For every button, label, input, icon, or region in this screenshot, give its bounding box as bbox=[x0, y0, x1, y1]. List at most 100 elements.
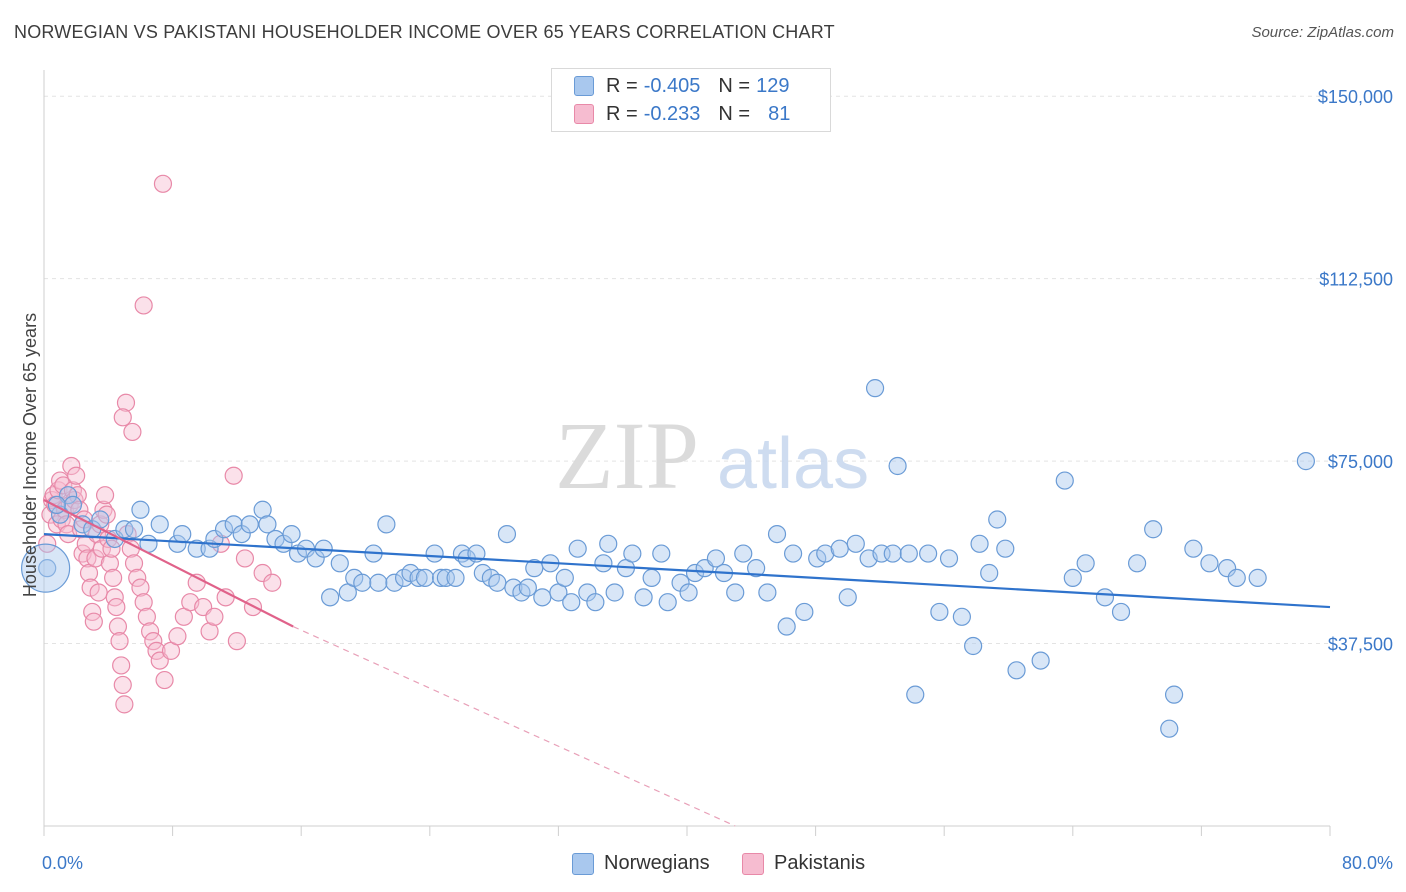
x-tick-labels: 0.0% 80.0% bbox=[42, 853, 1393, 873]
norwegians-point bbox=[679, 583, 698, 602]
pakistanis-point bbox=[128, 568, 147, 587]
pakistanis-point bbox=[140, 622, 160, 641]
pakistanis-point bbox=[41, 505, 60, 524]
series-legend: Norwegians Pakistanis bbox=[0, 850, 1406, 880]
watermark: ZIP atlas bbox=[555, 402, 869, 509]
watermark-zip: ZIP bbox=[555, 402, 699, 509]
norwegians-point bbox=[652, 544, 671, 563]
norwegians-point bbox=[446, 568, 465, 587]
norwegians-point bbox=[919, 544, 938, 563]
norwegians-point bbox=[952, 607, 971, 626]
pakistanis-point bbox=[235, 549, 255, 568]
norwegians-point bbox=[939, 549, 959, 568]
n-label: N = bbox=[718, 102, 751, 125]
pakistanis-point bbox=[124, 554, 144, 573]
pakistanis-point bbox=[134, 296, 153, 315]
norwegians-point bbox=[642, 568, 661, 587]
norwegians-point bbox=[409, 568, 428, 587]
n-label: N = bbox=[718, 74, 751, 97]
r-value: -0.405 bbox=[643, 74, 701, 97]
source-credit: Source: ZipAtlas.com bbox=[1251, 24, 1394, 41]
pakistanis-point bbox=[104, 568, 123, 587]
norwegians-point bbox=[1144, 520, 1163, 539]
norwegians-point bbox=[1127, 554, 1147, 573]
pakistanis-point bbox=[84, 612, 103, 631]
norwegians-point bbox=[1055, 471, 1074, 490]
pakistanis-trend-extension bbox=[292, 625, 736, 827]
pakistanis-point bbox=[155, 670, 174, 690]
norwegians-point bbox=[1248, 568, 1267, 587]
pakistanis-point bbox=[89, 583, 108, 602]
legend-item-pakistanis[interactable]: Pakistanis bbox=[742, 852, 865, 875]
norwegians-point bbox=[150, 515, 169, 534]
norwegians-point bbox=[706, 549, 726, 568]
norwegians-point bbox=[899, 544, 918, 563]
norwegians-point bbox=[425, 544, 444, 563]
norwegians-point bbox=[258, 515, 277, 534]
norwegians-point bbox=[1160, 719, 1179, 738]
norwegians-point bbox=[330, 554, 349, 573]
norwegians-point bbox=[1063, 568, 1082, 587]
pakistanis-point bbox=[131, 578, 150, 597]
norwegians-point bbox=[187, 539, 206, 558]
norwegians-point bbox=[562, 593, 581, 612]
norwegians-point bbox=[168, 534, 187, 553]
norwegians-point bbox=[533, 588, 552, 607]
norwegians-point bbox=[131, 500, 150, 519]
norwegians-point bbox=[980, 563, 999, 583]
norwegians-point bbox=[415, 568, 435, 587]
norwegians-point-large bbox=[21, 543, 71, 593]
norwegians-point bbox=[996, 539, 1015, 558]
pakistanis-trend-line bbox=[43, 499, 294, 628]
norwegians-point bbox=[1111, 602, 1131, 622]
legend-row-norwegians: R = -0.405 N = 129 bbox=[574, 72, 789, 100]
pakistanis-point bbox=[94, 500, 113, 519]
norwegians-point bbox=[431, 568, 451, 587]
pakistanis-point bbox=[68, 486, 87, 505]
r-label: R = bbox=[606, 102, 638, 125]
norwegians-point bbox=[970, 534, 989, 553]
y-tick-label: $37,500 bbox=[1328, 635, 1393, 655]
norwegians-point bbox=[658, 593, 677, 612]
legend-label-norwegians: Norwegians bbox=[604, 852, 710, 874]
pakistanis-point bbox=[95, 486, 115, 505]
norwegians-point bbox=[988, 510, 1007, 529]
pakistanis-point bbox=[100, 554, 120, 573]
norwegians-point bbox=[321, 588, 340, 607]
norwegians-point bbox=[1227, 568, 1246, 587]
pakistanis-point bbox=[115, 695, 134, 714]
norwegians-point bbox=[1076, 554, 1095, 573]
watermark-atlas: atlas bbox=[717, 424, 869, 504]
legend-item-norwegians[interactable]: Norwegians bbox=[572, 852, 710, 875]
norwegians-point bbox=[497, 524, 517, 544]
norwegians-point bbox=[747, 559, 766, 578]
legend-swatch-pakistanis bbox=[742, 852, 764, 875]
pakistanis-point bbox=[110, 632, 129, 651]
norwegians-point bbox=[1007, 661, 1026, 680]
pakistanis-point bbox=[153, 174, 173, 193]
x-tick-label: 0.0% bbox=[42, 853, 83, 873]
norwegians-point bbox=[594, 554, 613, 573]
correlation-legend: R = -0.405 N = 129 R = -0.233 N = 81 bbox=[551, 68, 831, 132]
norwegians-point bbox=[964, 636, 983, 656]
norwegians-point bbox=[906, 685, 925, 704]
r-value: -0.233 bbox=[643, 102, 701, 125]
pakistanis-point bbox=[224, 466, 243, 485]
pakistanis-point bbox=[108, 617, 128, 636]
norwegians-point bbox=[253, 500, 272, 519]
norwegians-point bbox=[783, 544, 803, 563]
norwegians-point bbox=[623, 544, 642, 563]
norwegians-point bbox=[830, 539, 849, 558]
axes bbox=[43, 70, 1331, 836]
pakistanis-point bbox=[92, 539, 111, 558]
pakistanis-point bbox=[137, 607, 156, 626]
legend-swatch-norwegians bbox=[572, 852, 594, 875]
norwegians-point bbox=[586, 593, 605, 612]
pakistanis-point bbox=[253, 563, 272, 583]
norwegians-point bbox=[634, 588, 653, 607]
pakistanis-point bbox=[147, 641, 166, 660]
pakistanis-point bbox=[86, 549, 105, 568]
y-tick-label: $150,000 bbox=[1318, 87, 1393, 107]
norwegians-point bbox=[1200, 554, 1219, 573]
